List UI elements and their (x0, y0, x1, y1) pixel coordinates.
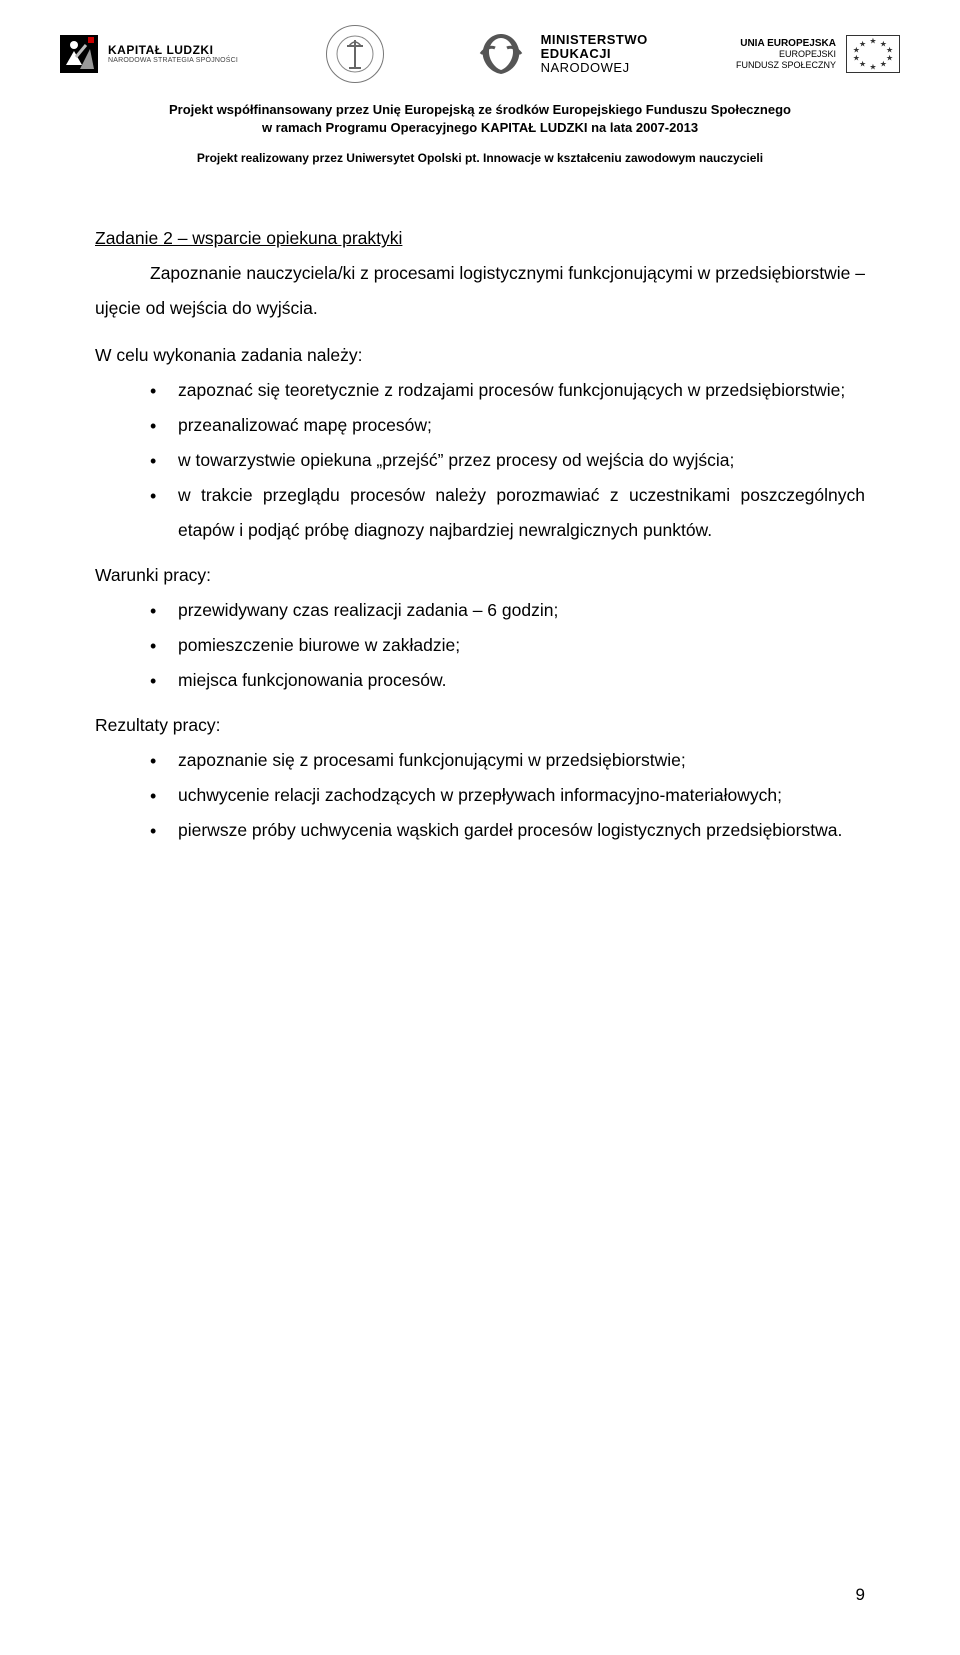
conditions-label: Warunki pracy: (95, 558, 865, 593)
ministry-logo: MINISTERSTWO EDUKACJI NARODOWEJ (473, 26, 648, 82)
results-label: Rezultaty pracy: (95, 708, 865, 743)
kapital-ludzki-text: KAPITAŁ LUDZKI NARODOWA STRATEGIA SPÓJNO… (108, 44, 238, 64)
document-body: Zadanie 2 – wsparcie opiekuna praktyki Z… (0, 181, 960, 848)
eu-line1: UNIA EUROPEJSKA (736, 38, 836, 50)
list-item: miejsca funkcjonowania procesów. (150, 663, 865, 698)
page-number: 9 (856, 1585, 865, 1605)
eu-logo: UNIA EUROPEJSKA EUROPEJSKI FUNDUSZ SPOŁE… (736, 35, 900, 73)
header: KAPITAŁ LUDZKI NARODOWA STRATEGIA SPÓJNO… (0, 0, 960, 181)
project-subheading: Projekt współfinansowany przez Unię Euro… (60, 101, 900, 166)
kapital-ludzki-logo: KAPITAŁ LUDZKI NARODOWA STRATEGIA SPÓJNO… (60, 35, 238, 73)
ministry-line2: EDUKACJI (541, 47, 648, 61)
kapital-ludzki-title: KAPITAŁ LUDZKI (108, 44, 238, 57)
university-seal-icon (326, 25, 384, 83)
list-item: zapoznanie się z procesami funkcjonujący… (150, 743, 865, 778)
ministry-line3: NARODOWEJ (541, 61, 648, 75)
list-item: pomieszczenie biurowe w zakładzie; (150, 628, 865, 663)
list-item: przeanalizować mapę procesów; (150, 408, 865, 443)
task-intro: Zapoznanie nauczyciela/ki z procesami lo… (95, 256, 865, 326)
list-item: w towarzystwie opiekuna „przejść” przez … (150, 443, 865, 478)
eu-line2: EUROPEJSKI (736, 49, 836, 59)
subheading-line3: Projekt realizowany przez Uniwersytet Op… (60, 150, 900, 166)
list-item: uchwycenie relacji zachodzących w przepł… (150, 778, 865, 813)
eu-line3: FUNDUSZ SPOŁECZNY (736, 60, 836, 70)
logos-row: KAPITAŁ LUDZKI NARODOWA STRATEGIA SPÓJNO… (60, 25, 900, 83)
task-title-line: Zadanie 2 – wsparcie opiekuna praktyki (95, 221, 865, 256)
task-title: Zadanie 2 – wsparcie opiekuna praktyki (95, 228, 402, 248)
eagle-icon (473, 26, 529, 82)
ministry-text: MINISTERSTWO EDUKACJI NARODOWEJ (541, 33, 648, 76)
results-list: zapoznanie się z procesami funkcjonujący… (95, 743, 865, 848)
steps-label: W celu wykonania zadania należy: (95, 338, 865, 373)
list-item: pierwsze próby uchwycenia wąskich gardeł… (150, 813, 865, 848)
eu-flag-icon: ★ ★ ★ ★ ★ ★ ★ ★ ★ ★ (846, 35, 900, 73)
kapital-ludzki-icon (60, 35, 98, 73)
eu-text: UNIA EUROPEJSKA EUROPEJSKI FUNDUSZ SPOŁE… (736, 38, 836, 70)
steps-list: zapoznać się teoretycznie z rodzajami pr… (95, 373, 865, 548)
ministry-line1: MINISTERSTWO (541, 33, 648, 47)
conditions-list: przewidywany czas realizacji zadania – 6… (95, 593, 865, 698)
list-item: przewidywany czas realizacji zadania – 6… (150, 593, 865, 628)
list-item: zapoznać się teoretycznie z rodzajami pr… (150, 373, 865, 408)
subheading-line1: Projekt współfinansowany przez Unię Euro… (60, 101, 900, 119)
kapital-ludzki-subtitle: NARODOWA STRATEGIA SPÓJNOŚCI (108, 57, 238, 64)
subheading-line2: w ramach Programu Operacyjnego KAPITAŁ L… (60, 119, 900, 137)
list-item: w trakcie przeglądu procesów należy poro… (150, 478, 865, 548)
page: KAPITAŁ LUDZKI NARODOWA STRATEGIA SPÓJNO… (0, 0, 960, 1655)
